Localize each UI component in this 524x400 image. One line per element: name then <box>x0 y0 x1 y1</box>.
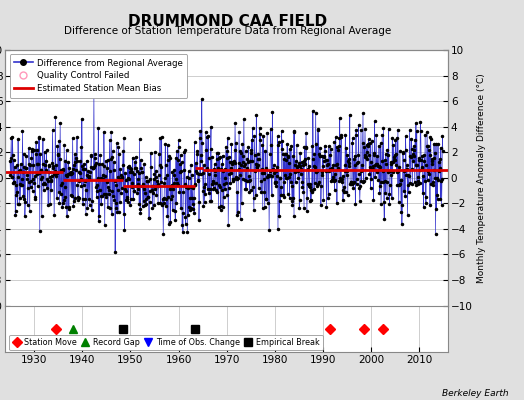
Text: DRUMMOND CAA FIELD: DRUMMOND CAA FIELD <box>128 14 328 29</box>
Legend: Station Move, Record Gap, Time of Obs. Change, Empirical Break: Station Move, Record Gap, Time of Obs. C… <box>9 335 323 350</box>
Legend: Difference from Regional Average, Quality Control Failed, Estimated Station Mean: Difference from Regional Average, Qualit… <box>9 54 187 98</box>
Y-axis label: Monthly Temperature Anomaly Difference (°C): Monthly Temperature Anomaly Difference (… <box>477 73 486 283</box>
Text: Difference of Station Temperature Data from Regional Average: Difference of Station Temperature Data f… <box>64 26 391 36</box>
Text: Berkeley Earth: Berkeley Earth <box>442 389 508 398</box>
